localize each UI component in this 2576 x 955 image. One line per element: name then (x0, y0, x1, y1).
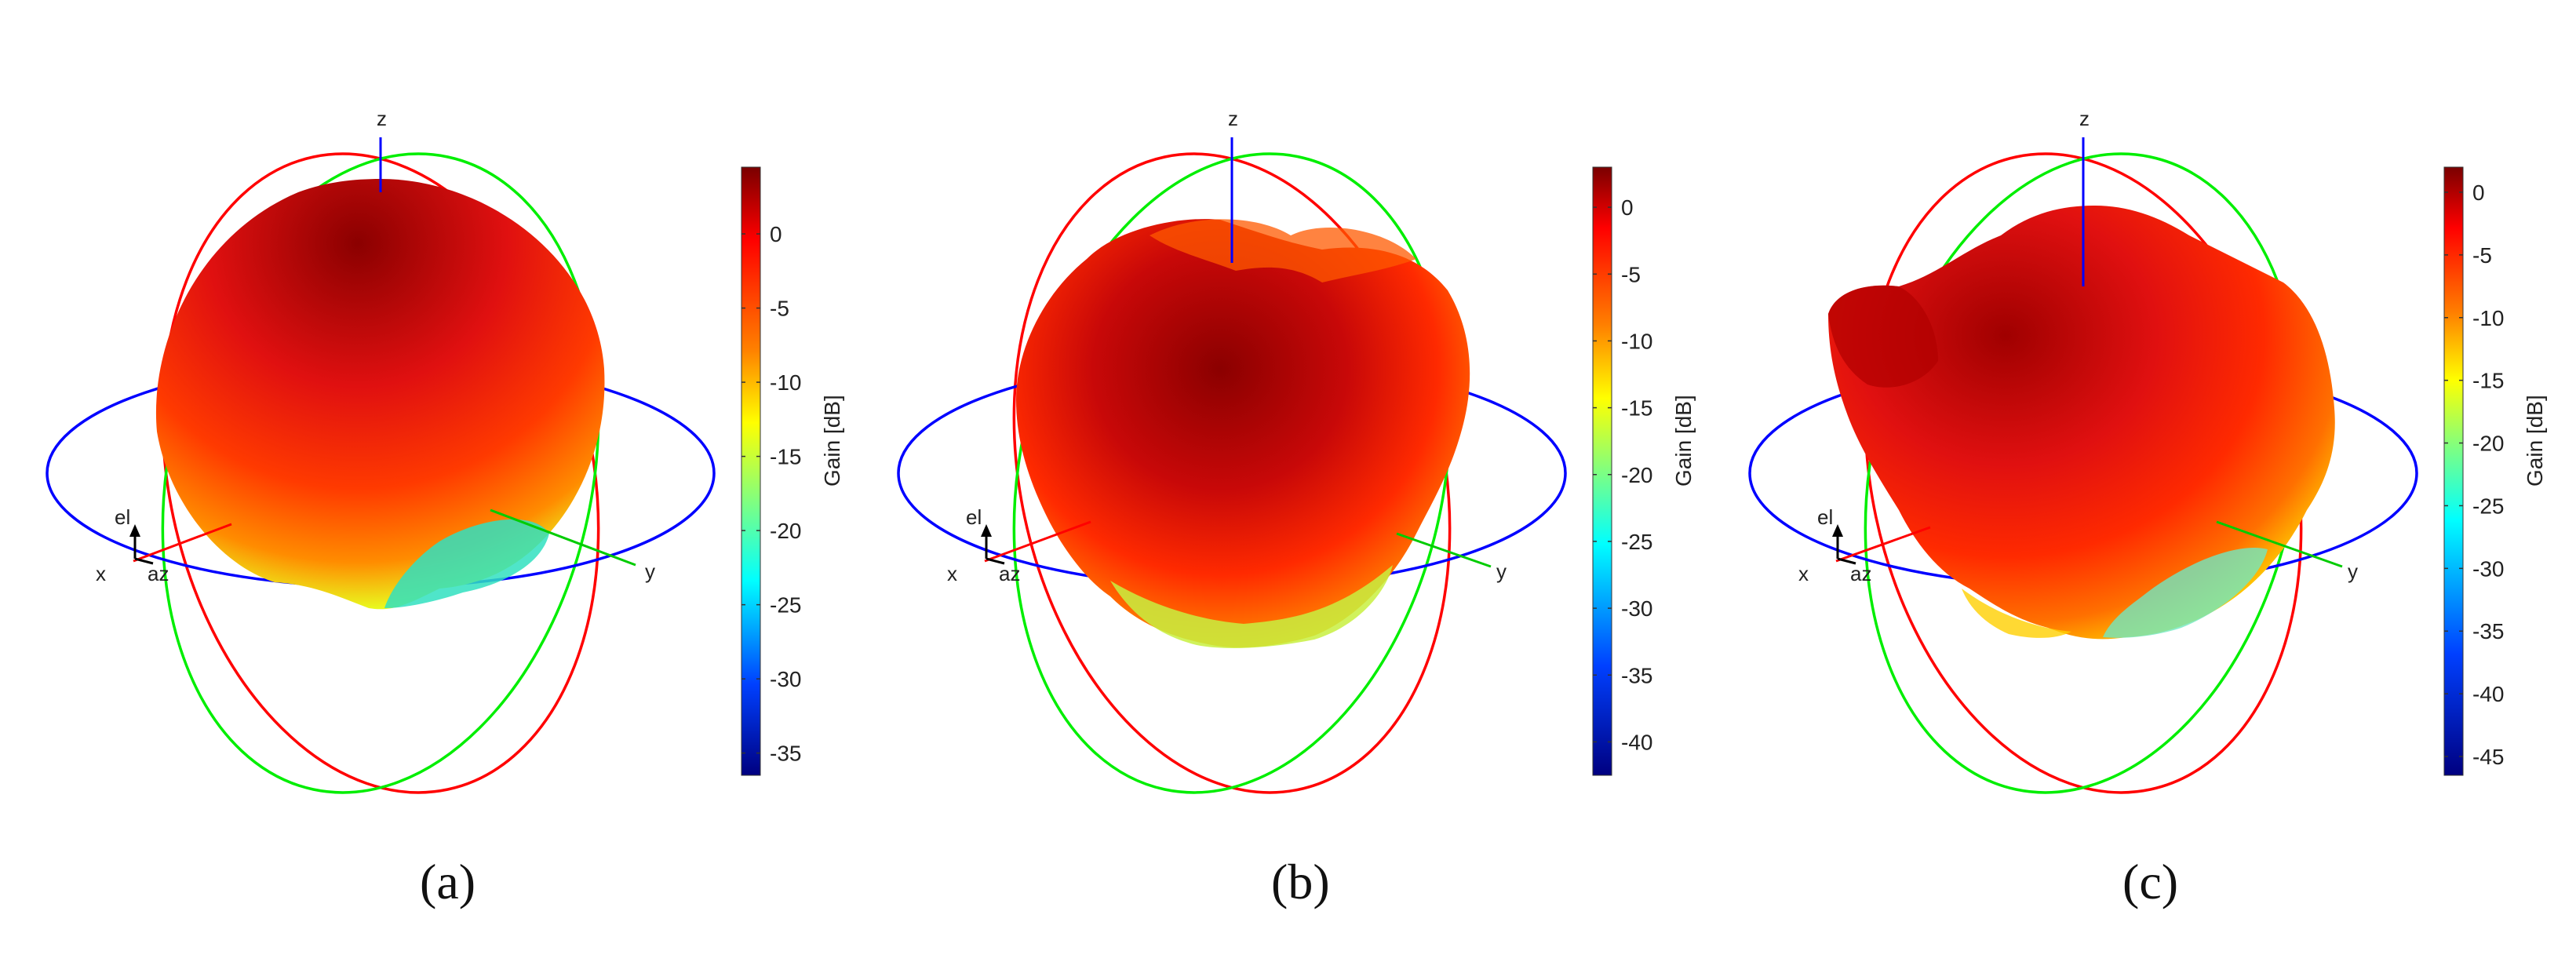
panel-caption: (a) (420, 854, 475, 909)
az-arrow (134, 557, 154, 565)
el-arrow-head (981, 524, 992, 537)
y-axis-label: y (645, 560, 655, 583)
colorbar-tick-label: -35 (770, 742, 801, 766)
el-label: el (1817, 505, 1833, 529)
az-label: az (999, 562, 1020, 585)
az-arrow (986, 557, 1005, 565)
panel-b: z y x el az 0 -5 -10 -15 -20 -25 -30 -35 -40 Gai… (851, 0, 1710, 955)
az-label: az (148, 562, 169, 585)
colorbar-tick-label: -15 (1621, 396, 1652, 421)
x-axis-line (984, 520, 1091, 563)
colorbar-tick-label: -35 (2472, 619, 2504, 643)
gain-surface (1016, 219, 1470, 648)
z-axis-label: z (1228, 107, 1238, 130)
colorbar-tick-label: -30 (770, 667, 801, 691)
radiation-pattern-3d-b: z y x el az 0 -5 -10 -15 -20 -25 -30 -35 -40 Gai… (897, 107, 1696, 909)
colorbar-tick-label: -10 (1621, 329, 1652, 353)
panel-a: z y x el az 0 -5 -10 -15 -20 -25 -30 -35 Gain [… (0, 0, 858, 955)
colorbar-title: Gain [dB] (1671, 395, 1696, 487)
x-axis-label: x (947, 562, 957, 585)
gain-surface-lower-lobe (2103, 548, 2268, 638)
y-axis-label: y (2348, 560, 2358, 583)
x-axis-line (1835, 526, 1931, 563)
colorbar (741, 166, 761, 776)
gain-surface (1828, 206, 2335, 640)
colorbar-tick-label: -45 (2472, 745, 2504, 769)
gain-surface-upper-lobe (1150, 219, 1416, 282)
colorbar-tick-label: -20 (2472, 432, 2504, 456)
gain-surface-lower-lobe (1110, 565, 1393, 648)
gain-surface-lower-lobe (384, 519, 549, 608)
el-arrow-head (129, 524, 140, 537)
z-axis-label: z (2079, 107, 2090, 130)
y-axis-line (2216, 520, 2343, 568)
colorbar-tick-label: -10 (2472, 306, 2504, 330)
z-axis-label: z (377, 107, 387, 130)
radiation-pattern-3d-c: z y x el az 0-5-10-15-20-25-30-35-40-45 … (1748, 107, 2547, 909)
colorbar-title: Gain [dB] (820, 395, 844, 487)
panel-caption: (c) (2122, 854, 2178, 909)
colorbar-tick-label: -10 (770, 370, 801, 395)
colorbar-tick-label: -25 (770, 593, 801, 618)
colorbar-tick-label: -5 (1621, 262, 1641, 286)
colorbar-ticks-b: 0 -5 -10 -15 -20 -25 -30 -35 -40 (1593, 195, 1652, 754)
y-axis-line (490, 508, 636, 567)
colorbar-tick-label: -15 (2472, 369, 2504, 393)
colorbar-tick-label: 0 (2472, 180, 2485, 205)
az-arrow (1837, 557, 1856, 565)
gain-surface (155, 179, 605, 610)
colorbar-tick-label: -20 (770, 519, 801, 543)
radiation-pattern-3d-a: z y x el az 0 -5 -10 -15 -20 -25 -30 -35 Gain [… (46, 107, 844, 909)
colorbar-title: Gain [dB] (2523, 395, 2547, 487)
colorbar-tick-label: -30 (1621, 596, 1652, 621)
colorbar-tick-label: -30 (2472, 556, 2504, 581)
el-arrow-head (1832, 524, 1843, 537)
colorbar-tick-label: 0 (770, 222, 782, 246)
gain-surface-left-lobe (1828, 285, 1938, 388)
colorbar-ticks-c: 0 -5 -10 -15 -20 -25 -30 -35 -40 -45 (2444, 180, 2504, 769)
colorbar-tick-label: -5 (770, 297, 789, 321)
panel-c: z y x el az 0 -5 -10 -15 -20 -25 -30 -35 -40 -45 … (1703, 0, 2561, 955)
y-axis-label: y (1496, 560, 1507, 583)
y-axis-line (1396, 532, 1492, 568)
x-axis-line (133, 523, 232, 563)
colorbar-tick-label: -40 (2472, 682, 2504, 706)
el-label: el (966, 505, 982, 529)
colorbar-tick-label: 0 (1621, 195, 1634, 220)
el-label: el (115, 505, 130, 529)
colorbar-tick-label: -20 (1621, 463, 1652, 487)
colorbar (2443, 166, 2464, 776)
panel-caption: (b) (1271, 854, 1330, 909)
colorbar-tick-label: -15 (770, 445, 801, 469)
colorbar-tick-label: -25 (1621, 530, 1652, 554)
colorbar-tick-label: -40 (1621, 730, 1652, 754)
x-axis-label: x (1798, 562, 1809, 585)
colorbar-tick-label: -35 (1621, 663, 1652, 687)
colorbar-tick-label: -25 (2472, 494, 2504, 518)
az-label: az (1850, 562, 1871, 585)
colorbar (1592, 166, 1612, 776)
gain-surface-lower-lobe-2 (1962, 589, 2071, 638)
x-axis-label: x (96, 562, 106, 585)
colorbar-ticks-a: 0 -5 -10 -15 -20 -25 -30 -35 (741, 222, 801, 766)
colorbar-tick-label: -5 (2472, 243, 2492, 268)
